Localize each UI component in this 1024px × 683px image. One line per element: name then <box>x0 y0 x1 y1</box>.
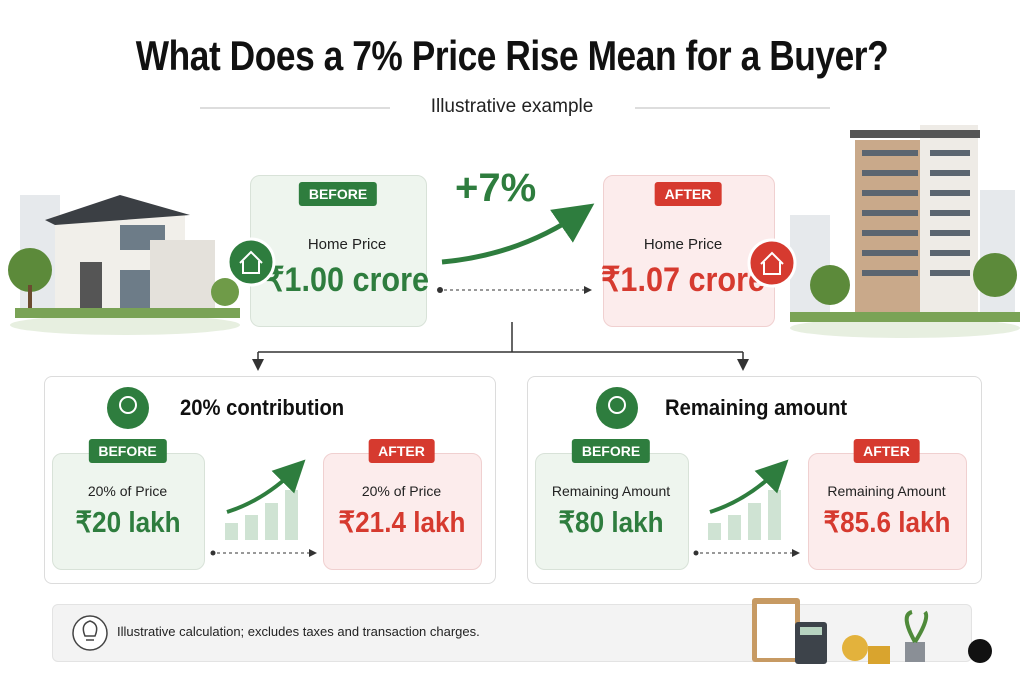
decoration <box>930 150 970 156</box>
decoration <box>693 550 699 556</box>
badge: BEFORE <box>571 439 651 463</box>
value: ₹20 lakh <box>74 507 181 539</box>
decoration <box>709 459 789 514</box>
decoration <box>245 515 258 540</box>
label: Remaining Amount <box>551 483 671 499</box>
decoration <box>8 248 52 292</box>
decoration <box>441 203 595 265</box>
decoration <box>437 287 443 293</box>
decoration <box>790 312 1020 322</box>
label: Remaining Amount <box>827 483 946 499</box>
badge: AFTER <box>654 182 722 206</box>
decoration <box>930 170 970 176</box>
decoration <box>225 523 238 540</box>
decoration <box>210 550 216 556</box>
value: ₹85.6 lakh <box>823 507 950 539</box>
decoration <box>28 285 32 315</box>
change: +7% <box>455 166 537 210</box>
value: ₹1.00 crore <box>264 261 430 299</box>
decoration <box>930 230 970 236</box>
decoration <box>862 230 918 236</box>
decoration <box>15 308 240 318</box>
label: 20% of Price <box>361 483 442 499</box>
decoration <box>608 396 626 414</box>
decoration <box>728 515 741 540</box>
decoration <box>930 190 970 196</box>
decoration <box>768 490 781 540</box>
house-illustration <box>8 195 240 335</box>
badge: AFTER <box>853 439 920 463</box>
decoration <box>748 503 761 540</box>
decoration <box>862 210 918 216</box>
panel-title: 20% contribution <box>180 395 345 420</box>
decoration <box>862 150 970 276</box>
decoration <box>930 250 970 256</box>
decoration <box>850 130 980 138</box>
decoration <box>10 315 240 335</box>
decoration <box>790 318 1020 338</box>
label: Home Price <box>643 236 723 253</box>
decoration <box>708 523 721 540</box>
decoration <box>45 195 190 225</box>
decoration <box>810 265 850 305</box>
decoration <box>596 387 638 429</box>
decoration <box>862 170 918 176</box>
decoration <box>80 262 102 314</box>
footer-note: Illustrative calculation; excludes taxes… <box>117 624 480 639</box>
decoration <box>862 190 918 196</box>
decoration <box>920 125 978 320</box>
label: Home Price <box>307 236 387 253</box>
value: ₹80 lakh <box>558 507 664 539</box>
badge: BEFORE <box>88 439 167 463</box>
decoration <box>930 210 970 216</box>
decoration <box>265 503 278 540</box>
decoration <box>150 240 215 315</box>
after-card <box>323 453 482 570</box>
decoration <box>107 387 149 429</box>
value: ₹1.07 crore <box>600 261 766 299</box>
decoration <box>226 459 306 514</box>
badge: BEFORE <box>298 182 378 206</box>
title: What Does a 7% Price Rise Mean for a Buy… <box>135 32 889 79</box>
decoration <box>862 270 918 276</box>
decoration <box>862 250 918 256</box>
decoration <box>862 150 918 156</box>
panel-title: Remaining amount <box>665 395 848 420</box>
after-card <box>808 453 967 570</box>
badge: AFTER <box>368 439 435 463</box>
value: ₹21.4 lakh <box>338 507 465 539</box>
label: 20% of Price <box>87 483 168 499</box>
building-illustration <box>790 125 1020 338</box>
decoration <box>930 270 970 276</box>
decoration <box>285 490 298 540</box>
decoration <box>973 253 1017 297</box>
decoration <box>119 396 137 414</box>
subtitle: Illustrative example <box>430 96 594 117</box>
